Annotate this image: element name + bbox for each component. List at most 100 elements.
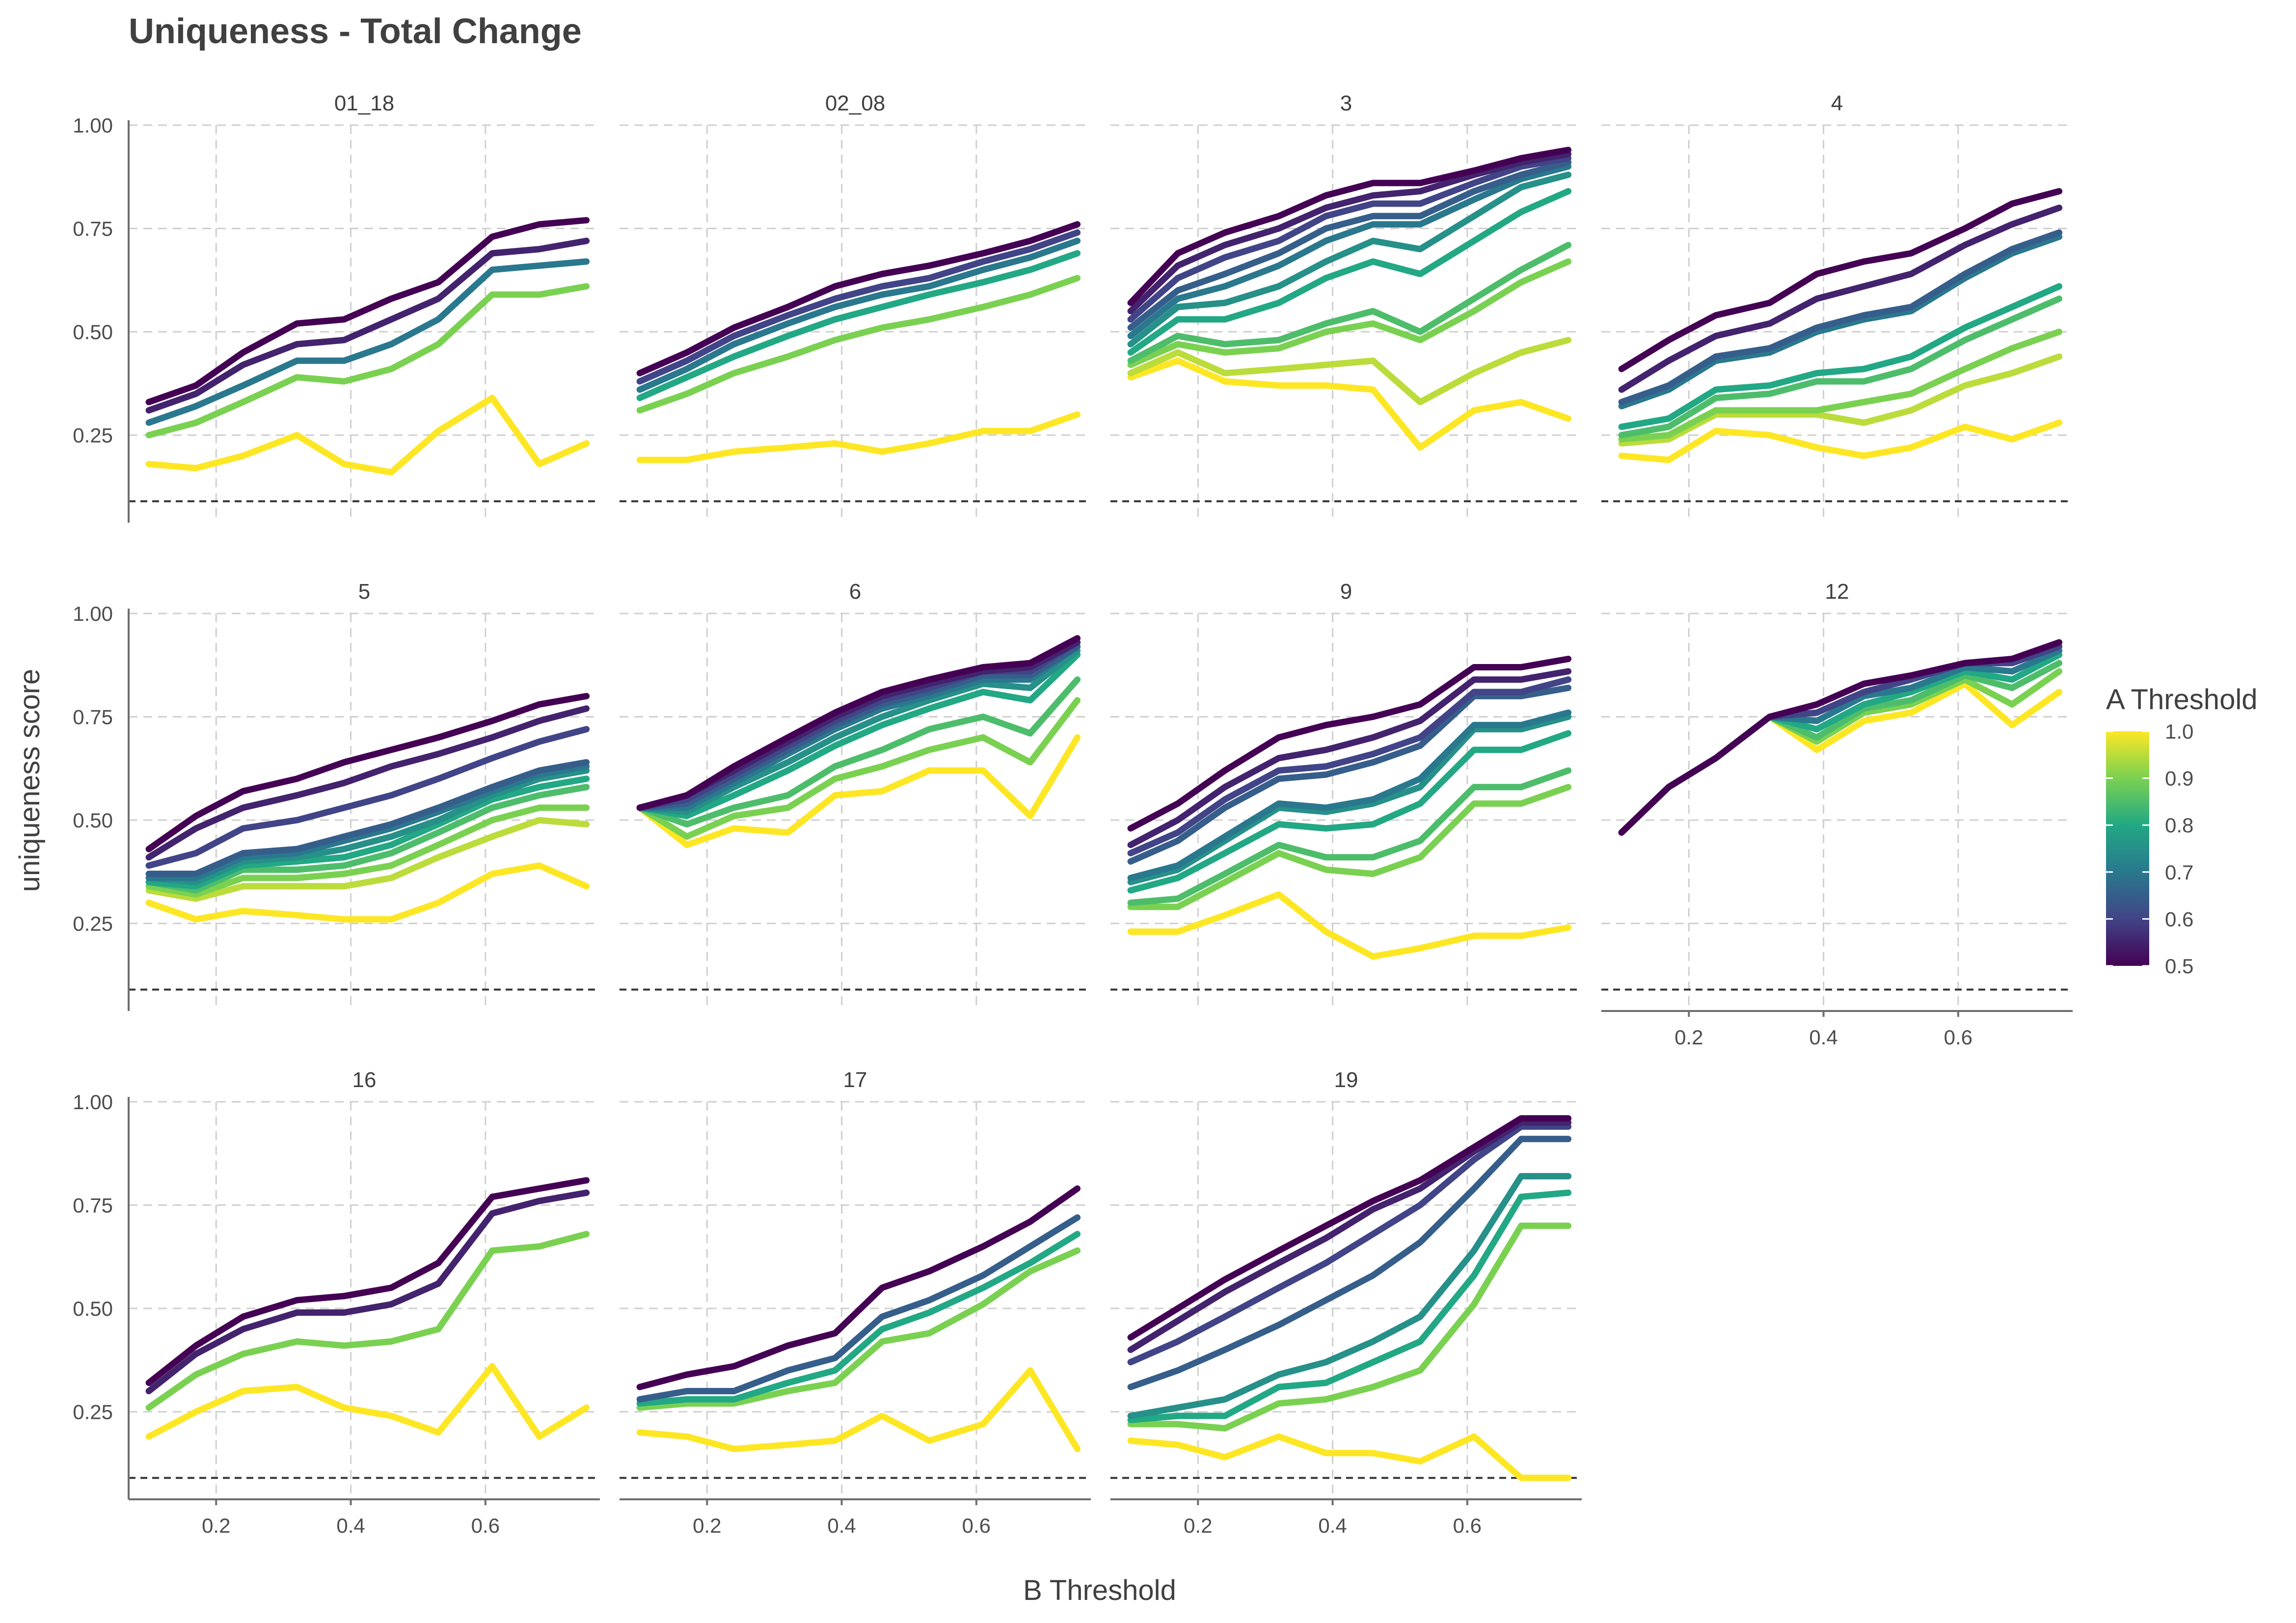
series-line-a-0.9 — [1127, 1223, 1572, 1432]
x-tick-label: 0.6 — [962, 1514, 991, 1537]
series-line-a-1 — [1127, 1433, 1572, 1481]
panel-12: 12 0.2 0.4 0.6 — [1601, 580, 2073, 1049]
series-line-a-0.9 — [1127, 784, 1572, 910]
legend-tick-label: 0.9 — [2165, 767, 2193, 790]
panel-6: 6 — [620, 580, 1091, 1006]
series-line-a-0.65 — [636, 643, 1081, 811]
y-tick-label: 0.75 — [73, 217, 113, 240]
legend-ticks: 1.0 0.9 0.8 0.7 0.6 0.5 — [2106, 720, 2193, 978]
series-line-a-0.95 — [145, 817, 590, 902]
legend-colorbar — [2106, 731, 2149, 966]
panel-strip-label: 19 — [1334, 1068, 1358, 1092]
series-line-a-0.6 — [1127, 676, 1572, 856]
series-line-a-0.6 — [636, 229, 1081, 385]
series-line-a-0.9 — [636, 697, 1081, 840]
series-line-a-0.5 — [1127, 656, 1572, 832]
series-line-a-0.9 — [145, 1231, 590, 1411]
series-line-a-1 — [145, 862, 590, 923]
panel-strip-label: 16 — [352, 1068, 377, 1092]
series-line-a-0.7 — [636, 643, 1081, 811]
series-line-a-0.55 — [1127, 1119, 1572, 1353]
series-line-a-0.85 — [1127, 767, 1572, 906]
y-tick-label: 0.75 — [73, 1194, 113, 1217]
y-tick-label: 0.25 — [73, 912, 113, 935]
x-tick-label: 0.2 — [1184, 1514, 1212, 1537]
series-line-a-0.5 — [636, 221, 1081, 376]
series-line-a-0.55 — [1618, 204, 2063, 393]
series-line-a-1 — [1618, 419, 2063, 463]
series-line-a-0.8 — [1127, 730, 1572, 894]
series-line-a-0.95 — [1127, 337, 1572, 405]
y-tick-label: 0.50 — [73, 320, 113, 344]
series-line-a-0.5 — [636, 1185, 1081, 1390]
series-line-a-1 — [636, 411, 1081, 463]
panel-strip-label: 4 — [1831, 91, 1843, 115]
series-line-a-0.5 — [1127, 147, 1572, 306]
series-line-a-0.5 — [145, 1177, 590, 1386]
series-line-a-1 — [145, 1363, 590, 1440]
series-line-a-1 — [636, 734, 1081, 849]
series-line-a-0.85 — [636, 676, 1081, 827]
panel-strip-label: 02_08 — [825, 91, 885, 115]
x-tick-label: 0.4 — [1809, 1026, 1837, 1049]
series-line-a-0.55 — [145, 705, 590, 861]
series-line-a-0.75 — [1127, 1173, 1572, 1419]
series-line-a-0.8 — [145, 775, 590, 890]
y-tick-label: 0.25 — [73, 1401, 113, 1424]
series-line-a-0.85 — [145, 784, 590, 894]
series-line-a-0.8 — [636, 250, 1081, 401]
series-line-a-0.75 — [145, 767, 590, 885]
y-tick-label: 0.50 — [73, 1297, 113, 1320]
series-line-a-1 — [1127, 357, 1572, 451]
series-line-a-0.7 — [1127, 163, 1572, 339]
series-line-a-0.7 — [145, 258, 590, 426]
y-tick-label: 0.25 — [73, 424, 113, 447]
series-line-a-0.75 — [1127, 714, 1572, 885]
panel-17: 17 0.2 0.4 0.6 — [620, 1068, 1091, 1537]
series-line-a-0.6 — [1127, 1123, 1572, 1365]
series-line-a-0.9 — [636, 275, 1081, 414]
series-line-a-0.65 — [1127, 685, 1572, 865]
x-tick-label: 0.2 — [693, 1514, 721, 1537]
series-line-a-0.6 — [1127, 155, 1572, 323]
series-line-a-0.55 — [145, 238, 590, 414]
y-axis-label: uniqueness score — [14, 669, 46, 892]
series-line-a-0.65 — [1618, 229, 2063, 405]
facet-panels: 01_18 0.25 0.50 0.75 1.00 02_08 3 4 5 0.25 0.50 0.7… — [73, 91, 2073, 1537]
series-line-a-0.75 — [1127, 171, 1572, 347]
series-line-a-0.7 — [636, 238, 1081, 393]
series-line-a-0.65 — [636, 1214, 1081, 1403]
series-line-a-0.9 — [1127, 258, 1572, 368]
series-line-a-1 — [1127, 891, 1572, 960]
series-line-a-0.9 — [145, 283, 590, 439]
series-line-a-0.65 — [1127, 159, 1572, 331]
y-tick-label: 1.00 — [73, 114, 113, 137]
legend-tick-label: 1.0 — [2165, 720, 2193, 743]
x-tick-label: 0.2 — [1675, 1026, 1703, 1049]
series-line-a-0.7 — [1618, 233, 2063, 410]
x-tick-label: 0.6 — [1453, 1514, 1482, 1537]
panel-02_08: 02_08 — [620, 91, 1091, 518]
legend-title: A Threshold — [2106, 684, 2257, 716]
series-line-a-0.55 — [1127, 151, 1572, 315]
series-line-a-0.85 — [1618, 295, 2063, 439]
series-line-a-0.55 — [145, 1189, 590, 1394]
x-tick-label: 0.2 — [202, 1514, 230, 1537]
chart-title: Uniqueness - Total Change — [129, 12, 582, 51]
series-line-a-0.65 — [1127, 1136, 1572, 1390]
series-line-a-0.5 — [145, 692, 590, 852]
series-line-a-0.5 — [1618, 639, 2063, 836]
x-tick-label: 0.6 — [1944, 1026, 1972, 1049]
series-line-a-0.7 — [1127, 709, 1572, 881]
series-line-a-0.8 — [636, 651, 1081, 820]
panel-strip-label: 5 — [358, 580, 370, 604]
x-tick-label: 0.4 — [827, 1514, 856, 1537]
y-tick-label: 1.00 — [73, 602, 113, 625]
series-line-a-0.75 — [636, 647, 1081, 815]
panel-19: 19 0.2 0.4 0.6 — [1110, 1068, 1582, 1537]
series-line-a-0.8 — [1127, 188, 1572, 356]
series-line-a-0.9 — [636, 1247, 1081, 1411]
panel-16: 16 0.25 0.50 0.75 1.00 0.2 0.4 0.6 — [73, 1068, 600, 1537]
panel-5: 5 0.25 0.50 0.75 1.00 — [73, 580, 600, 1011]
